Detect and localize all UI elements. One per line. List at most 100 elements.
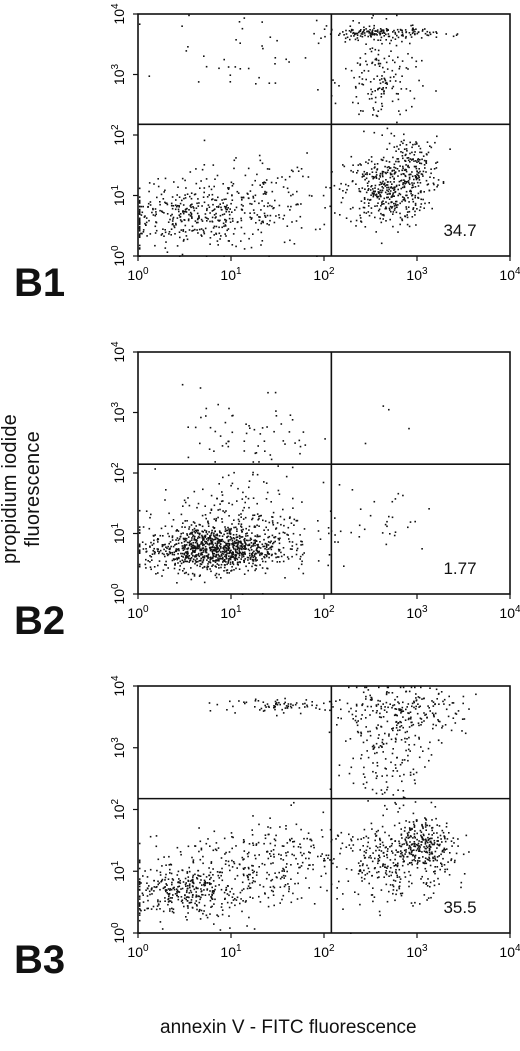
data-point [369, 730, 371, 733]
data-point [334, 82, 336, 84]
data-point [249, 427, 251, 429]
data-point [413, 182, 415, 185]
data-point [273, 706, 275, 709]
data-point [389, 533, 391, 535]
data-point [403, 148, 406, 150]
data-point [371, 175, 374, 178]
data-point [362, 773, 365, 775]
data-point [275, 703, 277, 706]
data-point [199, 549, 202, 552]
data-point [188, 557, 190, 560]
data-point [381, 42, 383, 45]
data-point [231, 211, 233, 213]
data-point [403, 830, 406, 832]
data-point [369, 48, 371, 50]
data-point [234, 548, 237, 550]
data-point [145, 551, 147, 553]
data-point [233, 540, 236, 543]
data-point [213, 532, 215, 535]
data-point [267, 529, 269, 531]
data-point [176, 874, 179, 876]
data-point [231, 887, 233, 890]
data-point [167, 553, 170, 556]
data-point [425, 883, 427, 885]
data-point [419, 182, 422, 184]
data-point [148, 527, 151, 530]
data-point [205, 407, 208, 410]
data-point [257, 841, 260, 844]
data-point [395, 721, 397, 723]
data-point [354, 891, 356, 893]
data-point [195, 168, 197, 170]
data-point [398, 160, 400, 163]
data-point [222, 548, 225, 550]
data-point [253, 428, 256, 431]
data-point [203, 529, 206, 532]
data-point [387, 196, 389, 199]
data-point [404, 731, 407, 734]
data-point [176, 894, 178, 897]
data-point [308, 887, 310, 889]
data-point [392, 213, 394, 215]
data-point [189, 195, 191, 198]
data-point [414, 30, 416, 33]
data-point [375, 57, 378, 60]
data-point [138, 896, 141, 898]
data-point [350, 766, 353, 769]
data-point [392, 59, 394, 62]
data-point [140, 205, 143, 208]
data-point [172, 879, 175, 881]
data-point [406, 730, 408, 733]
data-point [241, 551, 244, 554]
data-point [345, 868, 348, 870]
data-point [377, 724, 379, 726]
data-point [309, 838, 311, 841]
data-point [437, 739, 440, 741]
data-point [394, 698, 396, 701]
data-point [392, 729, 394, 732]
data-point [179, 219, 182, 221]
data-point [213, 903, 215, 905]
data-point [355, 225, 357, 227]
data-point [395, 738, 397, 741]
data-point [216, 542, 219, 544]
data-point [278, 204, 281, 207]
data-point [269, 827, 272, 829]
data-point [300, 203, 302, 205]
data-point [405, 164, 407, 166]
data-point [436, 843, 439, 846]
data-point [170, 545, 172, 548]
data-point [405, 182, 407, 184]
data-point [270, 181, 273, 184]
data-point [270, 548, 273, 551]
data-point [217, 915, 220, 918]
data-point [161, 575, 163, 577]
data-point [265, 877, 268, 880]
data-point [217, 550, 220, 553]
data-point [223, 560, 226, 563]
data-point [199, 548, 201, 550]
data-point [300, 544, 302, 546]
data-point [408, 821, 411, 823]
data-point [242, 205, 244, 207]
data-point [138, 883, 141, 885]
data-point [352, 171, 354, 173]
data-point [438, 844, 441, 847]
data-point [138, 914, 141, 916]
data-point [367, 35, 369, 38]
data-point [398, 807, 401, 810]
data-point [394, 191, 396, 194]
data-point [215, 544, 218, 547]
data-point [350, 220, 352, 223]
data-point [282, 845, 285, 847]
data-point [258, 546, 260, 549]
data-point [138, 211, 141, 214]
data-point [385, 28, 388, 30]
data-point [138, 210, 141, 213]
data-point [261, 427, 264, 429]
data-point [228, 240, 230, 242]
data-point [278, 493, 281, 495]
data-point [411, 705, 413, 708]
data-point [241, 199, 243, 201]
